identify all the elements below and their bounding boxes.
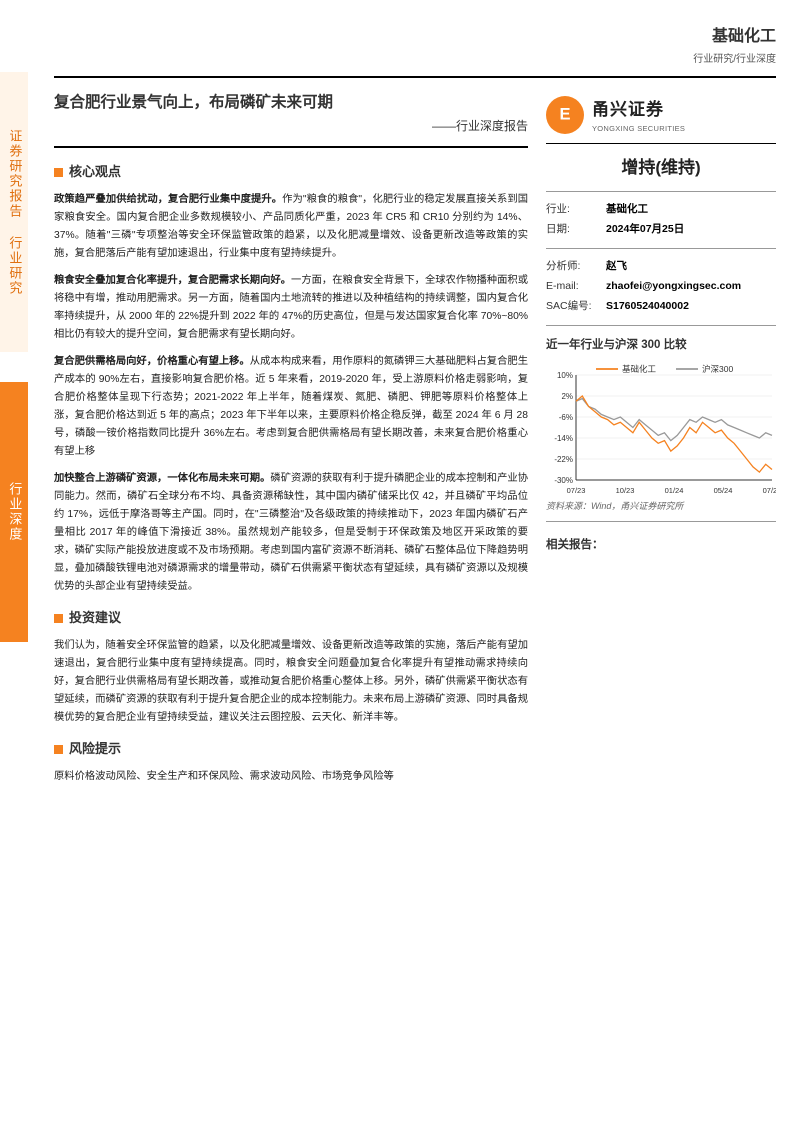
rating: 增持(维持) <box>546 154 776 181</box>
bullet-square-icon <box>54 168 63 177</box>
chart-title: 近一年行业与沪深 300 比较 <box>546 336 776 354</box>
right-divider-4 <box>546 325 776 326</box>
right-divider-2 <box>546 191 776 192</box>
section-core-view: 核心观点 <box>54 162 528 183</box>
core-para-1: 政策趋严叠加供给扰动，复合肥行业集中度提升。作为"粮食的粮食"，化肥行业的稳定发… <box>54 191 528 263</box>
right-divider-5 <box>546 521 776 522</box>
divider-top <box>54 76 776 78</box>
svg-text:05/24: 05/24 <box>714 486 733 495</box>
info-key: E-mail: <box>546 277 606 297</box>
info-key: 日期: <box>546 220 606 240</box>
info-val: 基础化工 <box>606 200 776 220</box>
svg-text:-22%: -22% <box>554 455 573 464</box>
rail-spacer-mid <box>0 352 28 382</box>
para-lead: 政策趋严叠加供给扰动，复合肥行业集中度提升。 <box>54 194 282 205</box>
info-key: 行业: <box>546 200 606 220</box>
header-category: 基础化工 <box>54 24 776 50</box>
svg-text:07/24: 07/24 <box>763 486 776 495</box>
rail-text-1: 证券研究报告 行业研究 <box>4 129 25 296</box>
investment-para: 我们认为，随着安全环保监管的趋紧，以及化肥减量增效、设备更新改造等政策的实施，落… <box>54 637 528 727</box>
page-body: 基础化工 行业研究/行业深度 复合肥行业景气向上，布局磷矿未来可期 ——行业深度… <box>28 0 802 819</box>
rail-spacer-top <box>0 0 28 72</box>
svg-text:2%: 2% <box>561 392 573 401</box>
top-header: 基础化工 行业研究/行业深度 <box>54 24 776 68</box>
info-val: 2024年07月25日 <box>606 220 776 240</box>
column-left: 复合肥行业景气向上，布局磷矿未来可期 ——行业深度报告 核心观点 政策趋严叠加供… <box>54 92 528 795</box>
info-row-industry: 行业: 基础化工 <box>546 200 776 220</box>
core-para-2: 粮食安全叠加复合化率提升，复合肥需求长期向好。一方面，在粮食安全背景下，全球农作… <box>54 272 528 344</box>
para-lead: 复合肥供需格局向好，价格重心有望上移。 <box>54 356 250 367</box>
logo-text: 甬兴证券 YONGXING SECURITIES <box>592 96 685 135</box>
core-para-3: 复合肥供需格局向好，价格重心有望上移。从成本构成来看，用作原料的氮磷钾三大基础肥… <box>54 353 528 461</box>
title-block: 复合肥行业景气向上，布局磷矿未来可期 ——行业深度报告 <box>54 92 528 137</box>
bullet-square-icon <box>54 745 63 754</box>
section-risk: 风险提示 <box>54 739 528 760</box>
rail-section-research: 证券研究报告 行业研究 <box>0 72 28 352</box>
right-divider-3 <box>546 248 776 249</box>
svg-text:-14%: -14% <box>554 434 573 443</box>
rail-text-2: 行业深度 <box>4 482 25 542</box>
column-right: E 甬兴证券 YONGXING SECURITIES 增持(维持) 行业: 基础… <box>546 92 776 795</box>
info-val: 赵飞 <box>606 257 776 277</box>
para-lead: 加快整合上游磷矿资源，一体化布局未来可期。 <box>54 473 270 484</box>
brokerage-logo: E 甬兴证券 YONGXING SECURITIES <box>546 96 776 135</box>
core-para-4: 加快整合上游磷矿资源，一体化布局未来可期。磷矿资源的获取有利于提升磷肥企业的成本… <box>54 470 528 596</box>
header-subcategory: 行业研究/行业深度 <box>54 52 776 68</box>
bullet-square-icon <box>54 614 63 623</box>
svg-text:E: E <box>559 106 570 124</box>
section-investment: 投资建议 <box>54 608 528 629</box>
info-row-date: 日期: 2024年07月25日 <box>546 220 776 240</box>
two-column-layout: 复合肥行业景气向上，布局磷矿未来可期 ——行业深度报告 核心观点 政策趋严叠加供… <box>54 92 776 795</box>
section-label-investment: 投资建议 <box>69 608 121 629</box>
risk-para: 原料价格波动风险、安全生产和环保风险、需求波动风险、市场竞争风险等 <box>54 768 528 786</box>
report-subtitle: ——行业深度报告 <box>54 117 528 136</box>
para-body: 磷矿资源的获取有利于提升磷肥企业的成本控制和产业协同能力。然而，磷矿石全球分布不… <box>54 473 528 592</box>
info-val: zhaofei@yongxingsec.com <box>606 277 776 297</box>
info-table: 行业: 基础化工 日期: 2024年07月25日 分析师: 赵飞 E-mail:… <box>546 200 776 317</box>
svg-text:基础化工: 基础化工 <box>622 364 657 374</box>
info-row-analyst: 分析师: 赵飞 <box>546 257 776 277</box>
svg-text:10%: 10% <box>557 371 573 380</box>
title-underline <box>54 146 528 148</box>
svg-text:沪深300: 沪深300 <box>702 364 733 374</box>
svg-text:10/23: 10/23 <box>616 486 635 495</box>
chart-source: 资料来源：Wind，甬兴证券研究所 <box>546 499 776 513</box>
report-title: 复合肥行业景气向上，布局磷矿未来可期 <box>54 92 528 114</box>
rail-spacer-bottom <box>0 642 28 1133</box>
performance-chart: 基础化工 沪深300 10% 2% -6% -14% -22% -30%07/23 10/23 0… <box>546 361 776 496</box>
related-reports-title: 相关报告： <box>546 536 776 554</box>
info-row-email: E-mail: zhaofei@yongxingsec.com <box>546 277 776 297</box>
chart-svg: 基础化工 沪深300 10% 2% -6% -14% -22% -30%07/23 10/23 0… <box>546 361 776 496</box>
right-divider-1 <box>546 143 776 145</box>
svg-text:07/23: 07/23 <box>567 486 586 495</box>
left-rail: 证券研究报告 行业研究 行业深度 <box>0 0 28 1133</box>
info-key: SAC编号: <box>546 297 606 317</box>
para-body: 从成本构成来看，用作原料的氮磷钾三大基础肥料占复合肥生产成本的 90%左右，直接… <box>54 356 528 457</box>
svg-text:-30%: -30% <box>554 476 573 485</box>
rail-section-depth: 行业深度 <box>0 382 28 642</box>
info-key: 分析师: <box>546 257 606 277</box>
svg-text:-6%: -6% <box>559 413 573 422</box>
section-label-core: 核心观点 <box>69 162 121 183</box>
section-label-risk: 风险提示 <box>69 739 121 760</box>
info-row-sac: SAC编号: S1760524040002 <box>546 297 776 317</box>
logo-cn: 甬兴证券 <box>592 96 685 123</box>
svg-text:01/24: 01/24 <box>665 486 684 495</box>
logo-icon: E <box>546 96 584 134</box>
info-val: S1760524040002 <box>606 297 776 317</box>
logo-en: YONGXING SECURITIES <box>592 123 685 135</box>
para-lead: 粮食安全叠加复合化率提升，复合肥需求长期向好。 <box>54 275 291 286</box>
